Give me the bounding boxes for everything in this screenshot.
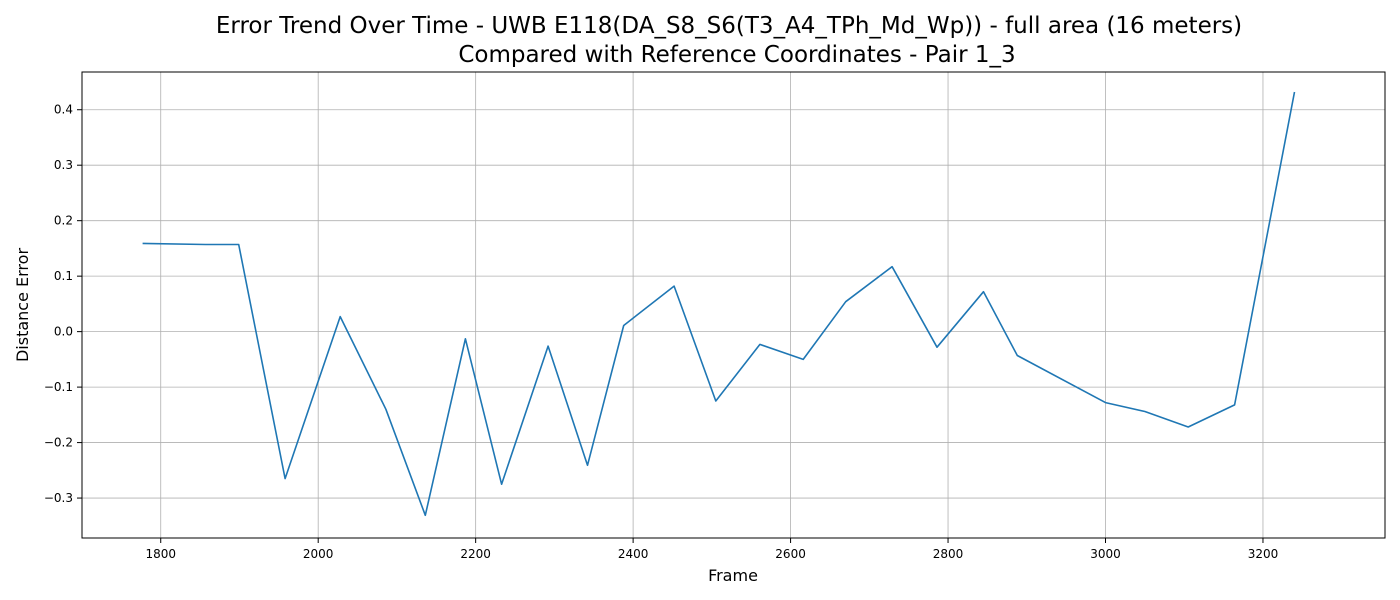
y-tick-label: 0.4	[54, 103, 73, 117]
y-axis-ticks: −0.3 −0.2 −0.1 0.0 0.1 0.2 0.3 0.4	[44, 103, 82, 505]
x-tick-label: 2400	[618, 547, 649, 561]
y-tick-label: −0.1	[44, 380, 73, 394]
x-tick-label: 2800	[933, 547, 964, 561]
y-tick-label: −0.2	[44, 436, 73, 450]
x-axis-ticks: 1800 2000 2200 2400 2600 2800 3000 3200	[145, 538, 1278, 561]
x-tick-label: 1800	[145, 547, 176, 561]
y-tick-label: 0.3	[54, 158, 73, 172]
plot-area-frame	[81, 71, 1386, 539]
grid-lines	[82, 72, 1385, 538]
x-tick-label: 3200	[1248, 547, 1279, 561]
x-tick-label: 3000	[1090, 547, 1121, 561]
y-tick-label: −0.3	[44, 491, 73, 505]
y-tick-label: 0.1	[54, 269, 73, 283]
x-tick-label: 2600	[775, 547, 806, 561]
x-tick-label: 2200	[460, 547, 491, 561]
y-tick-label: 0.2	[54, 214, 73, 228]
y-axis-label: Distance Error	[13, 248, 32, 362]
y-tick-label: 0.0	[54, 325, 73, 339]
series-lines	[142, 91, 1296, 517]
x-axis-label: Frame	[708, 566, 758, 585]
chart-title-line-1: Error Trend Over Time - UWB E118(DA_S8_S…	[216, 13, 1242, 39]
chart-title-line-2: Compared with Reference Coordinates - Pa…	[458, 42, 1015, 68]
series-line	[142, 91, 1296, 517]
x-tick-label: 2000	[303, 547, 334, 561]
